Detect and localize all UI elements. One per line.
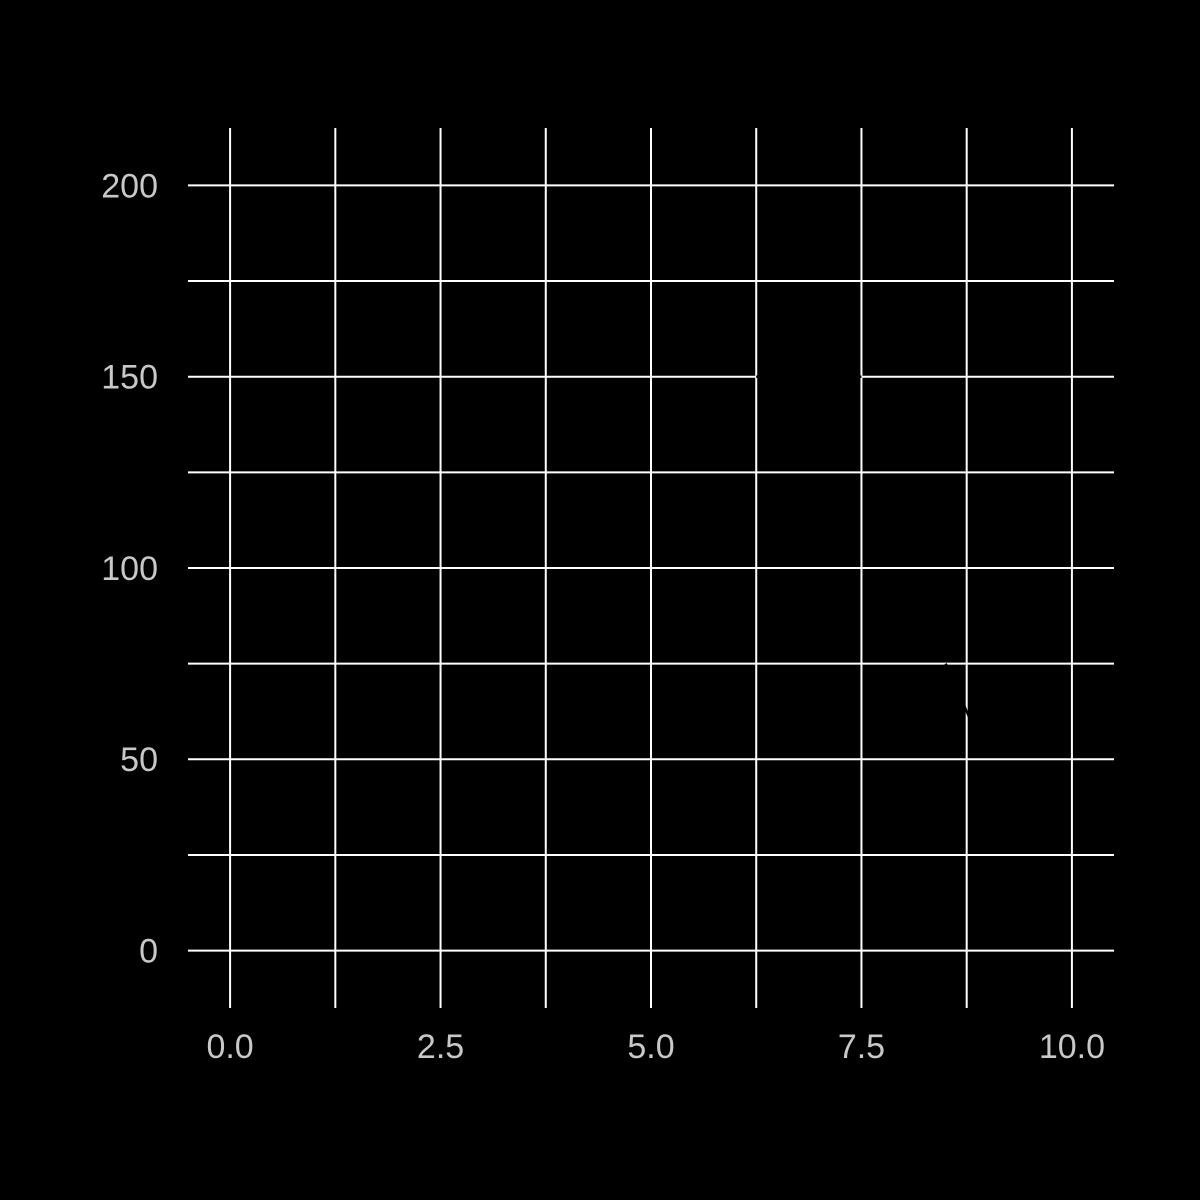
grid-layer	[188, 128, 1114, 1008]
y-tick-label: 0	[139, 933, 158, 971]
y-tick-label: 200	[101, 167, 158, 205]
x-tick-label: 5.0	[627, 1028, 674, 1066]
chart-svg: 0.0 2.5 5.0 7.5 10.0 0 50 100 150 200	[0, 0, 1200, 1200]
series-layer	[756, 377, 971, 721]
y-tick-label: 100	[101, 550, 158, 588]
chart-container: 0.0 2.5 5.0 7.5 10.0 0 50 100 150 200	[0, 0, 1200, 1200]
x-tick-label: 7.5	[838, 1028, 885, 1066]
y-tick-label: 150	[101, 359, 158, 397]
x-tick-label: 0.0	[206, 1028, 253, 1066]
y-tick-label: 50	[120, 741, 158, 779]
x-tick-label: 2.5	[417, 1028, 464, 1066]
x-tick-label: 10.0	[1039, 1028, 1105, 1066]
axis-labels-layer: 0.0 2.5 5.0 7.5 10.0 0 50 100 150 200	[101, 167, 1105, 1066]
